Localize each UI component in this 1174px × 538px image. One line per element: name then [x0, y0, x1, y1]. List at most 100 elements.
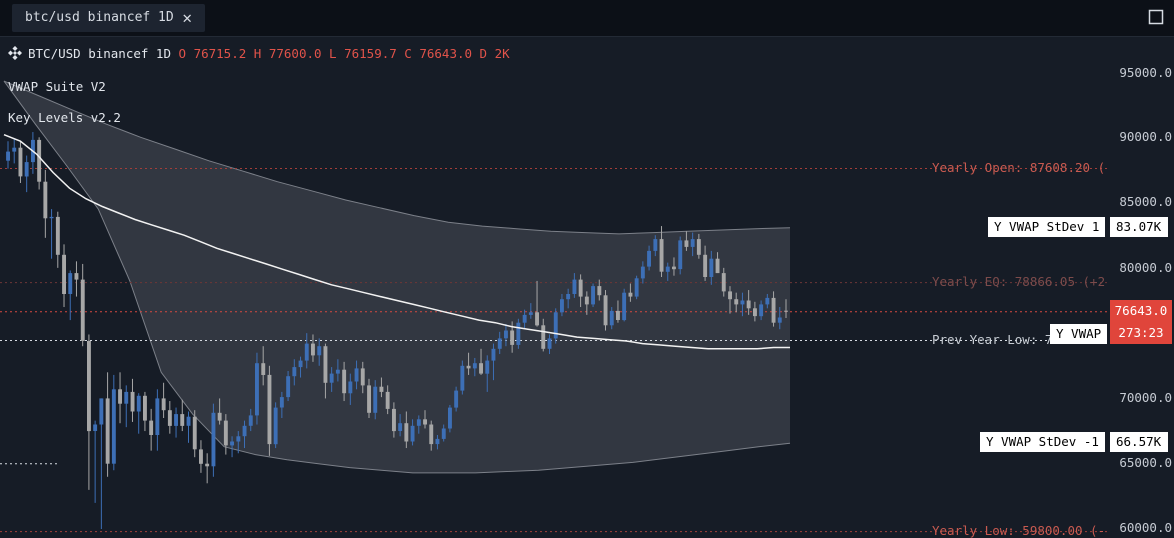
- candle-body: [472, 363, 477, 369]
- candle-body: [68, 273, 73, 294]
- candle-body: [155, 398, 160, 435]
- chart-legend: BTC/USD binancef 1D O 76715.2 H 77600.0 …: [8, 46, 510, 61]
- candle-body: [547, 338, 552, 349]
- last-price-tag: 76643.0: [1110, 300, 1172, 322]
- candle-body: [479, 363, 483, 374]
- candle-body: [192, 416, 197, 450]
- yearly-low-label: Yearly Low: 59800.00 (-: [932, 523, 1106, 538]
- candle-body: [311, 343, 315, 356]
- candle-body: [454, 390, 459, 408]
- tab-title: btc/usd binancef 1D: [25, 10, 174, 25]
- candle-body: [423, 419, 427, 425]
- candle-body: [634, 278, 639, 297]
- candle-body: [18, 147, 23, 177]
- candle-body: [771, 297, 776, 323]
- candle-body: [746, 300, 751, 309]
- candle-body: [653, 239, 658, 251]
- candle-body: [584, 296, 589, 305]
- symbol-label: BTC/USD binancef 1D: [28, 46, 171, 61]
- candle-body: [560, 299, 564, 313]
- candle-body: [690, 239, 695, 247]
- candle-body: [186, 416, 191, 426]
- indicator-key-levels[interactable]: Key Levels v2.2: [8, 110, 121, 125]
- candle-body: [304, 343, 309, 361]
- candle-body: [566, 294, 571, 300]
- candle-body: [24, 162, 29, 177]
- candle-body: [379, 386, 384, 392]
- vwap-band: [4, 81, 790, 473]
- candle-body: [622, 292, 627, 321]
- vwap-band-lower-line: [3, 80, 791, 474]
- candle-body: [398, 423, 403, 431]
- candle-body: [777, 317, 782, 323]
- candle-body: [49, 216, 54, 219]
- candle-body: [80, 279, 85, 341]
- y-axis-tick: 80000.0: [1119, 260, 1172, 275]
- candle-body: [261, 363, 266, 375]
- candle-body: [136, 395, 141, 412]
- candle-body: [167, 410, 172, 426]
- candle-body: [329, 373, 334, 383]
- candle-body: [161, 398, 166, 411]
- candle-body: [528, 312, 533, 315]
- candle-body: [255, 363, 259, 416]
- candle-body: [242, 425, 247, 437]
- candle-body: [62, 254, 66, 294]
- candle-body: [223, 420, 228, 446]
- y-axis-tick: 95000.0: [1119, 65, 1172, 80]
- candle-body: [684, 240, 689, 247]
- candle-body: [435, 438, 440, 445]
- vwap-stdev-down-value: 66.57K: [1110, 432, 1168, 452]
- candle-body: [504, 330, 508, 339]
- candle-body: [647, 250, 651, 267]
- candle-body: [174, 414, 178, 426]
- candle-body: [784, 310, 788, 312]
- candle-body: [497, 338, 502, 349]
- candle-body: [367, 385, 371, 413]
- candle-body: [441, 428, 446, 439]
- candle-body: [267, 374, 272, 445]
- chart-area[interactable]: [0, 36, 1174, 537]
- ohlc-values: O 76715.2 H 77600.0 L 76159.7 C 76643.0 …: [178, 46, 510, 61]
- candle-body: [342, 369, 347, 394]
- candle-body: [217, 412, 222, 421]
- candle-body: [236, 436, 241, 442]
- candle-body: [609, 310, 614, 326]
- candle-body: [429, 424, 434, 445]
- vwap-line: [3, 134, 790, 350]
- candle-body: [678, 240, 683, 270]
- tab-chart[interactable]: btc/usd binancef 1D ✕: [12, 4, 205, 32]
- candle-body: [6, 151, 10, 161]
- yearly-open-label: Yearly Open: 87608.20 (: [932, 160, 1106, 175]
- indicator-vwap-suite[interactable]: VWAP Suite V2: [8, 79, 106, 94]
- candle-body: [348, 381, 353, 394]
- candle-body: [124, 391, 129, 404]
- candle-body: [485, 360, 490, 374]
- close-icon[interactable]: ✕: [182, 8, 192, 27]
- candle-body: [392, 408, 396, 432]
- candle-body: [696, 239, 701, 255]
- price-chart[interactable]: [0, 36, 1174, 537]
- candle-body: [298, 360, 303, 368]
- candle-body: [317, 346, 322, 356]
- candle-body: [292, 367, 297, 377]
- y-axis-tick: 65000.0: [1119, 455, 1172, 470]
- candle-body: [728, 291, 732, 300]
- candle-body: [199, 449, 203, 464]
- candle-body: [118, 389, 122, 404]
- maximize-icon[interactable]: [1148, 9, 1164, 25]
- candle-body: [105, 398, 110, 464]
- candle-body: [703, 254, 708, 277]
- candle-body: [640, 266, 645, 279]
- y-axis-tick: 90000.0: [1119, 129, 1172, 144]
- candle-body: [360, 368, 365, 386]
- candle-body: [510, 330, 515, 345]
- candle-body: [87, 341, 91, 432]
- candle-body: [466, 365, 471, 369]
- candle-body: [591, 286, 595, 305]
- yearly-eq-label: Yearly EQ: 78866.05 (+2: [932, 274, 1106, 289]
- y-axis-tick: 60000.0: [1119, 520, 1172, 535]
- candle-body: [385, 391, 390, 409]
- candle-body: [93, 424, 98, 431]
- candle-body: [753, 308, 757, 317]
